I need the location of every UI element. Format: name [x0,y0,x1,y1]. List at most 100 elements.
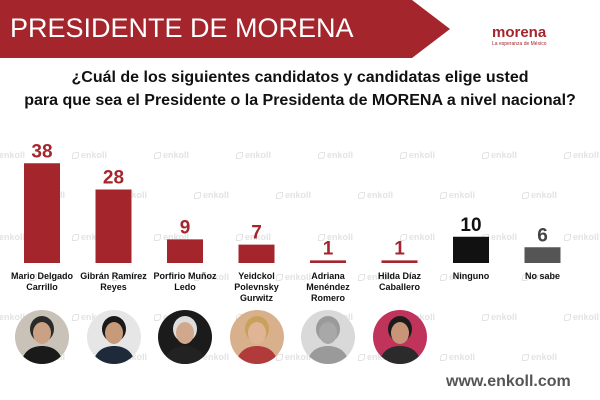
header-band [0,0,450,58]
enkoll-mark-icon [564,152,571,160]
watermark-text: enkoll [449,190,476,200]
data-label-4: 7 [251,223,262,244]
watermark-text: enkoll [81,150,108,160]
category-label-3: Porfirio Muñoz Ledo [146,271,224,293]
enkoll-mark-icon [482,314,489,322]
avatar-face [104,322,123,344]
watermark-text: enkoll [491,150,518,160]
avatar-figure [307,316,349,364]
avatar-figure [92,316,135,364]
data-label-1: 38 [31,141,52,162]
enkoll-mark-icon [194,274,201,282]
enkoll-mark-icon [358,354,365,362]
enkoll-mark-icon [318,234,325,242]
watermark-text: enkoll [121,352,148,362]
watermark: enkoll [0,150,25,160]
watermark-text: enkoll [121,272,148,282]
watermark: enkoll [522,352,557,362]
avatar-face [319,322,337,344]
avatar-figure [164,316,206,364]
bar-5 [310,260,346,263]
category-label-5: Adriana Menéndez Romero [289,271,367,304]
watermark-text: enkoll [491,232,518,242]
enkoll-mark-icon [72,314,79,322]
watermark: enkoll [440,272,475,282]
category-label-line: Carrillo [26,282,58,292]
watermark: enkoll [440,352,475,362]
watermark: enkoll [564,232,599,242]
logo-tagline: La esperanza de México [492,41,547,47]
bar-7 [453,236,489,263]
watermark: enkoll [522,272,557,282]
data-label-7: 10 [460,215,481,236]
category-label-line: Hilda Díaz [377,271,421,281]
category-label-line: Yeidckol [238,271,275,281]
watermark-text: enkoll [409,312,436,322]
watermark-text: enkoll [531,272,558,282]
data-label-3: 9 [180,217,191,238]
category-label-line: Mario Delgado [10,271,73,281]
watermark-text: enkoll [0,150,26,160]
category-label-8: No sabe [504,271,582,282]
enkoll-mark-icon [440,274,447,282]
watermark: enkoll [236,150,271,160]
watermark: enkoll [112,272,147,282]
enkoll-mark-icon [522,354,529,362]
data-label-6: 1 [394,238,405,259]
bar-3 [167,239,203,263]
woman-silhouette-avatar-icon [301,310,355,364]
footer-url[interactable]: www.enkoll.com [446,373,571,390]
enkoll-mark-icon [276,354,283,362]
woman-blonde-avatar-icon [229,310,284,364]
bar-4 [238,244,275,263]
avatar-body [378,346,421,364]
watermark-text: enkoll [367,272,394,282]
enkoll-mark-icon [194,192,201,200]
watermark: enkoll [318,150,353,160]
bar-8 [524,247,561,263]
watermark: enkoll [482,150,517,160]
question-line-1: ¿Cuál de los siguientes candidatos y can… [71,69,529,86]
watermark: enkoll [276,352,311,362]
watermark-text: enkoll [531,190,558,200]
watermark: enkoll [72,232,107,242]
watermark: enkoll [358,190,393,200]
data-label-5: 1 [323,238,334,259]
avatar-figure [21,316,63,364]
watermark: enkoll [154,232,189,242]
enkoll-mark-icon [154,314,161,322]
watermark-text: enkoll [0,312,26,322]
watermark-text: enkoll [285,352,312,362]
bar-2 [95,189,132,263]
enkoll-mark-icon [72,152,79,160]
watermark-text: enkoll [449,272,476,282]
watermark: enkoll [318,232,353,242]
watermark-text: enkoll [531,352,558,362]
page-title: PRESIDENTE DE MORENA [10,13,354,43]
watermark-text: enkoll [573,232,600,242]
enkoll-mark-icon [154,152,161,160]
enkoll-mark-icon [236,152,243,160]
watermark: enkoll [0,232,25,242]
category-label-line: Adriana [311,271,345,281]
enkoll-mark-icon [440,192,447,200]
enkoll-mark-icon [564,314,571,322]
watermark-text: enkoll [81,232,108,242]
category-label-line: Caballero [378,282,420,292]
woman-curly-avatar-icon [372,310,427,364]
enkoll-mark-icon [358,192,365,200]
avatar-body [235,346,278,364]
enkoll-mark-icon [236,234,243,242]
watermark: enkoll [30,272,65,282]
avatar-body [92,346,135,364]
watermark-text: enkoll [573,312,600,322]
avatar-figure [378,316,421,364]
elder-man-avatar-icon [158,310,212,364]
logo-word: morena [492,24,547,41]
watermark-text: enkoll [203,190,230,200]
question-line-2: para que sea el Presidente o la Presiden… [24,92,576,109]
enkoll-mark-icon [522,274,529,282]
enkoll-mark-icon [482,152,489,160]
watermark-text: enkoll [573,150,600,160]
watermark-text: enkoll [409,150,436,160]
